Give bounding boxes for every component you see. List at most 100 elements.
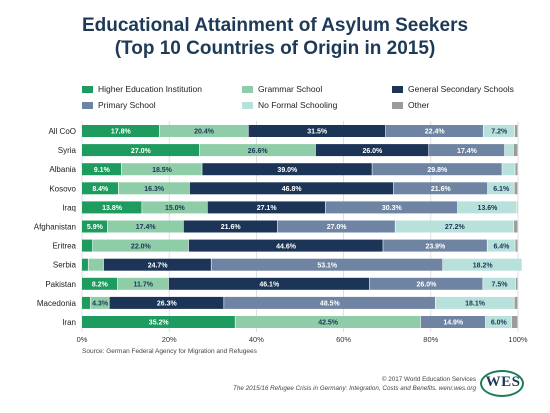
wes-logo-ring <box>480 370 524 397</box>
data-label: 26.6% <box>248 148 269 155</box>
data-label: 21.6% <box>431 186 452 193</box>
bar-segment <box>183 220 278 233</box>
data-label: 6.4% <box>493 243 510 250</box>
data-label: 26.3% <box>157 301 178 308</box>
data-label: 22.0% <box>131 243 152 250</box>
data-label: 8.2% <box>92 282 109 289</box>
data-label: 27.0% <box>131 148 152 155</box>
category-label: Afghanistan <box>34 223 76 232</box>
bar-segment <box>443 258 522 271</box>
bar-segment <box>168 277 370 290</box>
bar-segment <box>515 277 518 290</box>
bar-segment <box>515 163 518 176</box>
data-label: 27.0% <box>327 224 348 231</box>
bar-segment <box>202 163 372 176</box>
bar-segment <box>109 296 224 309</box>
legend-label: No Formal Schooling <box>258 100 338 110</box>
legend-swatch <box>242 86 253 93</box>
credit-block: © 2017 World Education Services The 2015… <box>233 375 476 393</box>
data-label: 7.5% <box>491 282 508 289</box>
bar-segment <box>372 163 502 176</box>
data-label: 6.1% <box>493 186 510 193</box>
bar-segment <box>514 296 518 309</box>
data-label: 9.1% <box>94 167 111 174</box>
bar-segment <box>487 182 514 195</box>
data-label: 17.4% <box>136 224 157 231</box>
data-label: 5.9% <box>87 224 104 231</box>
chart-title-line-2: (Top 10 Countries of Origin in 2015) <box>114 38 436 59</box>
bar-segment <box>82 277 118 290</box>
x-tick-label: 20% <box>162 335 177 344</box>
category-label: Pakistan <box>45 280 76 289</box>
x-tick-label: 0% <box>77 335 88 344</box>
wes-logo-text: WES <box>485 374 521 390</box>
bar-segment <box>511 316 518 328</box>
bar-segment <box>514 182 518 195</box>
data-label: 6.0% <box>491 320 508 327</box>
bar-segment <box>82 182 119 195</box>
bar-segment <box>483 277 516 290</box>
data-label: 11.7% <box>134 282 154 289</box>
data-label: 44.6% <box>276 243 297 250</box>
data-label: 46.8% <box>282 186 303 193</box>
data-label: 39.0% <box>277 167 298 174</box>
data-label: 13.6% <box>478 205 499 212</box>
bar-segment <box>383 239 487 252</box>
citation-text: The 2015/16 Refugee Crisis in Germany: I… <box>232 385 476 392</box>
category-label: Kosovo <box>49 184 76 193</box>
category-label: Iran <box>62 318 76 327</box>
bar-segment <box>82 296 91 309</box>
legend-swatch <box>392 102 403 109</box>
wes-logo: WES <box>478 369 528 399</box>
category-label: Albania <box>49 165 76 174</box>
chart-title-line-1: Educational Attainment of Asylum Seekers <box>81 15 469 36</box>
bar-segment <box>385 125 483 137</box>
legend-item: Higher Education Institution <box>82 84 202 94</box>
data-label: 18.2% <box>473 262 494 269</box>
bar-segment <box>235 316 421 328</box>
category-label: Macedonia <box>37 299 77 308</box>
bar-segment <box>88 258 104 271</box>
category-label: Syria <box>58 146 77 155</box>
data-label: 35.2% <box>149 320 170 327</box>
bar-segment <box>82 220 108 233</box>
x-tick-label: 60% <box>336 335 351 344</box>
bar-segment <box>457 201 517 214</box>
data-label: 7.2% <box>491 129 508 136</box>
legend-label: Grammar School <box>258 84 323 94</box>
bar-segment <box>315 144 429 157</box>
bar-segment <box>514 220 518 233</box>
bar-segment <box>485 316 512 328</box>
bar-segment <box>504 144 514 157</box>
data-label: 20.4% <box>194 129 215 136</box>
legend-swatch <box>82 102 93 109</box>
data-label: 46.1% <box>259 282 280 289</box>
legend-swatch <box>392 86 403 93</box>
category-label: Eritrea <box>52 242 76 251</box>
data-label: 21.6% <box>221 224 242 231</box>
data-label: 18.1% <box>465 301 486 308</box>
bar-segment <box>502 163 515 176</box>
bar-segment <box>513 144 518 157</box>
bar-segment <box>483 125 515 137</box>
bar-segment <box>82 316 235 328</box>
data-label: 31.5% <box>307 129 328 136</box>
data-label: 17.4% <box>457 148 478 155</box>
bar-segment <box>107 220 183 233</box>
category-label: Serbia <box>53 261 77 270</box>
data-label: 14.9% <box>443 320 464 327</box>
data-label: 18.5% <box>152 167 173 174</box>
bar-segment <box>435 296 514 309</box>
copyright-text: © 2017 World Education Services <box>381 376 476 383</box>
category-label: Iraq <box>62 203 76 212</box>
data-label: 17.8% <box>111 129 132 136</box>
bar-segment <box>117 277 169 290</box>
bar-segment <box>121 163 202 176</box>
bar-segment <box>82 125 160 137</box>
bar-segment <box>103 258 211 271</box>
x-tick-label: 80% <box>423 335 438 344</box>
bar-segment <box>82 163 122 176</box>
data-label: 53.1% <box>317 262 338 269</box>
data-label: 23.9% <box>425 243 446 250</box>
chart-title: Educational Attainment of Asylum Seekers… <box>0 14 550 60</box>
